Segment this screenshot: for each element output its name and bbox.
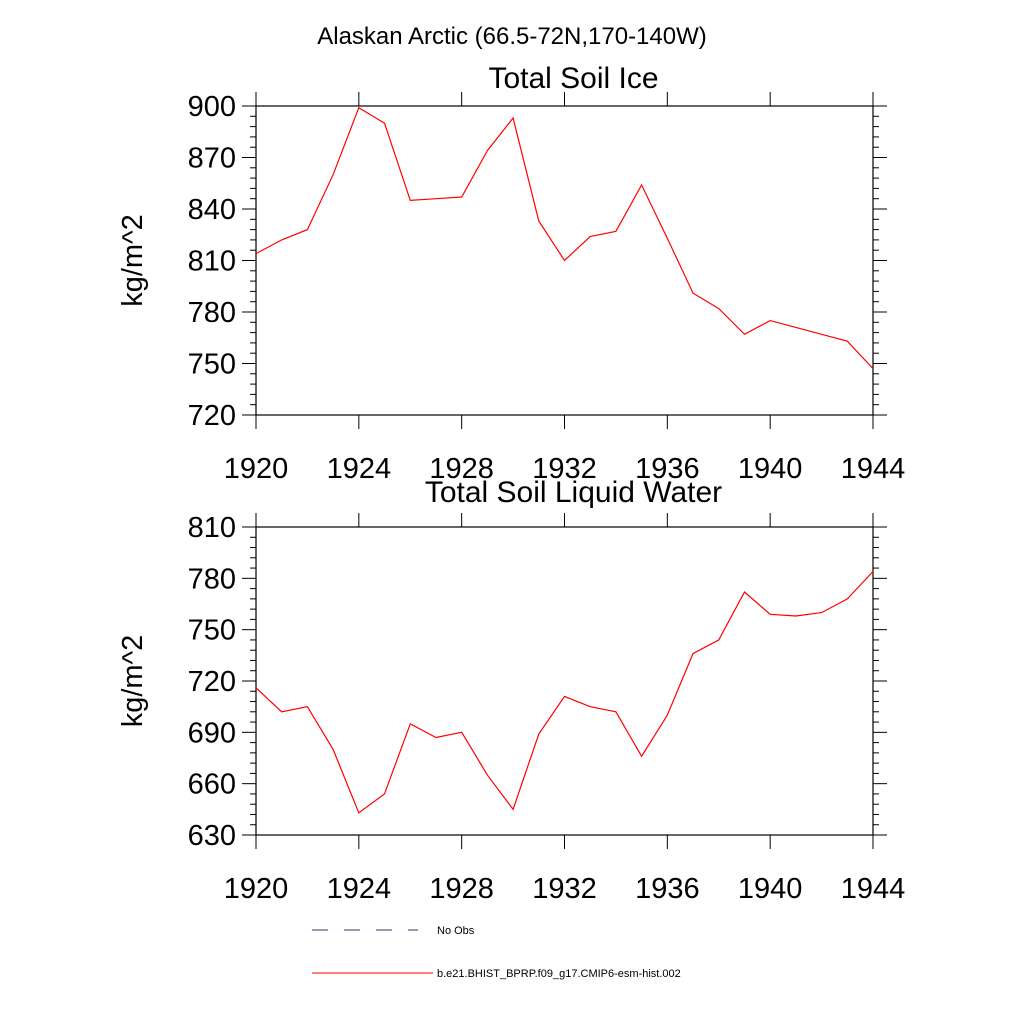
x-tick-label: 1920	[224, 873, 289, 905]
y-tick-label: 660	[188, 769, 236, 801]
series-line	[255, 571, 874, 814]
y-tick-label: 780	[188, 563, 236, 595]
x-tick-label: 1936	[635, 873, 700, 905]
legend: No Obs b.e21.BHIST_BPRP.f09_g17.CMIP6-es…	[312, 925, 681, 980]
x-tick-label: 1924	[327, 873, 392, 905]
y-tick-label: 810	[188, 246, 236, 278]
x-tick-label: 1936	[635, 453, 700, 485]
x-tick-label: 1944	[841, 873, 906, 905]
chart-title: Total Soil Liquid Water	[425, 476, 722, 509]
y-axis-label: kg/m^2	[117, 214, 149, 307]
x-tick-label: 1920	[224, 453, 289, 485]
x-tick-label: 1928	[429, 453, 494, 485]
y-axis-label: kg/m^2	[117, 635, 149, 728]
x-tick-label: 1932	[532, 453, 597, 485]
y-tick-label: 900	[188, 91, 236, 123]
x-tick-label: 1940	[738, 453, 803, 485]
y-tick-label: 720	[188, 666, 236, 698]
y-tick-label: 780	[188, 297, 236, 329]
y-tick-label: 720	[188, 400, 236, 432]
legend-label-no-obs: No Obs	[437, 925, 475, 937]
y-tick-label: 870	[188, 143, 236, 175]
x-tick-label: 1928	[429, 873, 494, 905]
x-tick-label: 1940	[738, 873, 803, 905]
legend-label-model: b.e21.BHIST_BPRP.f09_g17.CMIP6-esm-hist.…	[437, 968, 681, 980]
y-tick-label: 750	[188, 349, 236, 381]
x-tick-label: 1932	[532, 873, 597, 905]
y-tick-label: 690	[188, 717, 236, 749]
panel-total-soil-liquid-water: Total Soil Liquid Water 630 660 690 720 750 78…	[117, 476, 905, 905]
y-tick-label: 840	[188, 194, 236, 226]
series-line	[255, 106, 874, 370]
figure-title: Alaskan Arctic (66.5-72N,170-140W)	[317, 23, 707, 50]
x-tick-label: 1944	[841, 453, 906, 485]
y-tick-label: 810	[188, 512, 236, 544]
x-tick-label: 1924	[327, 453, 392, 485]
chart-title: Total Soil Ice	[488, 62, 658, 95]
panel-total-soil-ice: Total Soil Ice 720 750 780 810 840 870 900 1920 1…	[117, 62, 905, 485]
y-tick-label: 630	[188, 820, 236, 852]
y-tick-label: 750	[188, 615, 236, 647]
